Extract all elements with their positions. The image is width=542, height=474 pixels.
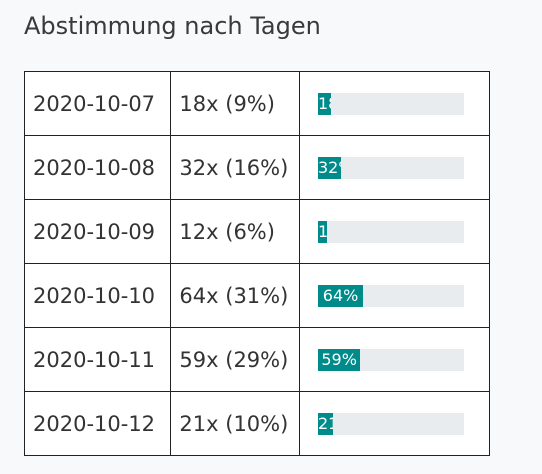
progress-cell: 32% (298, 135, 491, 200)
count-cell: 12x (6%) (170, 199, 300, 264)
table-row: 2020-10-10 64x (31%) 64% (23, 263, 491, 328)
date-cell: 2020-10-10 (23, 263, 172, 328)
count-cell: 21x (10%) (170, 391, 300, 456)
count-cell: 18x (9%) (170, 71, 300, 136)
progress-cell: 12% (298, 199, 491, 264)
date-cell: 2020-10-09 (23, 199, 172, 264)
page-title: Abstimmung nach Tagen (24, 12, 321, 40)
progress-track: 64% (317, 284, 464, 307)
progress-track: 12% (317, 220, 464, 243)
table-row: 2020-10-09 12x (6%) 12% (23, 199, 491, 264)
progress-fill: 12% (317, 220, 327, 243)
progress-fill: 21% (317, 412, 333, 435)
progress-track: 32% (317, 156, 464, 179)
progress-track: 21% (317, 412, 464, 435)
date-cell: 2020-10-07 (23, 71, 172, 136)
progress-track: 18% (317, 92, 464, 115)
progress-cell: 59% (298, 327, 491, 392)
progress-cell: 18% (298, 71, 491, 136)
count-cell: 64x (31%) (170, 263, 300, 328)
progress-cell: 21% (298, 391, 491, 456)
progress-track: 59% (317, 348, 464, 371)
date-cell: 2020-10-08 (23, 135, 172, 200)
progress-fill: 32% (317, 156, 342, 179)
votes-by-day-table: 2020-10-07 18x (9%) 18% 2020-10-08 32x (… (23, 71, 491, 456)
progress-fill: 64% (317, 284, 364, 307)
progress-fill: 18% (317, 92, 332, 115)
table-row: 2020-10-12 21x (10%) 21% (23, 391, 491, 456)
table-row: 2020-10-07 18x (9%) 18% (23, 71, 491, 136)
count-cell: 32x (16%) (170, 135, 300, 200)
table-row: 2020-10-08 32x (16%) 32% (23, 135, 491, 200)
count-cell: 59x (29%) (170, 327, 300, 392)
date-cell: 2020-10-12 (23, 391, 172, 456)
progress-cell: 64% (298, 263, 491, 328)
progress-fill: 59% (317, 348, 361, 371)
date-cell: 2020-10-11 (23, 327, 172, 392)
table-row: 2020-10-11 59x (29%) 59% (23, 327, 491, 392)
